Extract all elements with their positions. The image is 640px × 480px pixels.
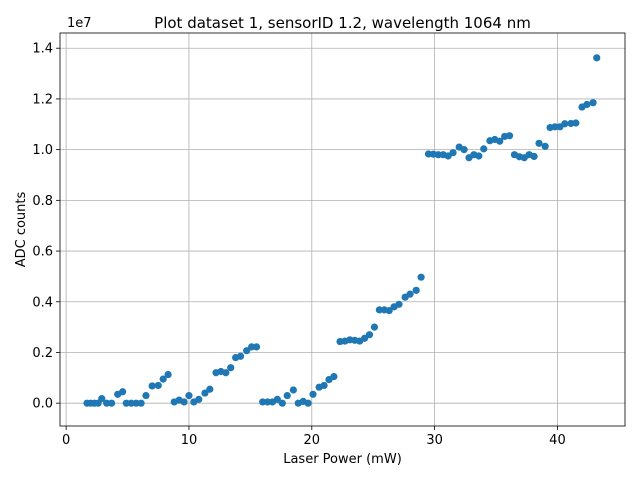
data-point — [561, 120, 569, 128]
x-tick-label: 20 — [304, 433, 321, 448]
data-point — [107, 399, 116, 407]
data-point — [159, 375, 167, 383]
data-point — [475, 152, 483, 160]
data-point — [449, 149, 457, 157]
data-point — [154, 381, 162, 390]
chart-title: Plot dataset 1, sensorID 1.2, wavelength… — [154, 14, 531, 32]
data-point — [304, 399, 312, 407]
data-point — [541, 142, 549, 150]
data-point — [222, 369, 230, 377]
x-tick-label: 0 — [62, 433, 70, 448]
data-point — [505, 132, 514, 140]
data-point — [365, 331, 374, 339]
data-point — [496, 137, 504, 145]
y-axis-offset-text: 1e7 — [67, 16, 92, 31]
data-points — [83, 54, 601, 407]
data-point — [385, 307, 393, 315]
data-point — [406, 290, 414, 298]
plot-area-frame — [59, 32, 626, 427]
data-point — [330, 372, 338, 381]
data-point — [460, 146, 468, 154]
data-point — [283, 391, 291, 400]
data-point — [309, 390, 317, 398]
data-point — [201, 389, 209, 397]
data-point — [185, 391, 193, 400]
axis-ticks: 0 10 20 30 40 0.0 0.2 0.4 0.6 0.8 1.0 1.2 1.4 — [32, 42, 565, 448]
data-point — [370, 323, 379, 331]
data-point — [252, 343, 261, 351]
x-tick-label: 40 — [549, 433, 566, 448]
data-point — [243, 347, 251, 355]
data-point — [119, 388, 127, 396]
x-tick-label: 10 — [181, 433, 198, 448]
data-point — [148, 382, 156, 390]
grid-lines — [60, 33, 625, 426]
y-tick-label: 0.4 — [32, 295, 53, 310]
data-point — [417, 273, 425, 281]
data-point — [583, 100, 591, 109]
data-point — [273, 395, 282, 403]
y-tick-label: 1.4 — [32, 42, 53, 57]
data-point — [206, 385, 214, 393]
data-point — [320, 381, 328, 390]
y-tick-label: 0.8 — [32, 194, 53, 209]
data-point — [589, 99, 597, 107]
y-tick-label: 0.2 — [32, 346, 53, 361]
data-point — [572, 119, 580, 127]
y-axis-label: ADC counts — [14, 191, 29, 267]
data-point — [227, 364, 235, 372]
y-tick-label: 1.2 — [32, 92, 53, 107]
data-point — [98, 395, 106, 403]
y-tick-label: 0.6 — [32, 245, 53, 260]
x-axis-label: Laser Power (mW) — [283, 452, 402, 467]
data-point — [289, 386, 297, 394]
data-point — [530, 152, 538, 161]
data-point — [412, 286, 420, 294]
x-tick-label: 30 — [426, 433, 443, 448]
data-point — [236, 352, 245, 360]
data-point — [164, 370, 172, 379]
data-point — [395, 300, 403, 308]
data-point — [142, 391, 150, 400]
data-point — [593, 54, 601, 62]
data-point — [137, 399, 145, 407]
data-point — [535, 139, 543, 147]
data-point — [278, 399, 286, 407]
data-point — [180, 398, 188, 406]
y-tick-label: 1.0 — [32, 143, 53, 158]
data-point — [195, 395, 203, 403]
y-tick-label: 0.0 — [32, 397, 53, 412]
data-point — [480, 145, 488, 153]
